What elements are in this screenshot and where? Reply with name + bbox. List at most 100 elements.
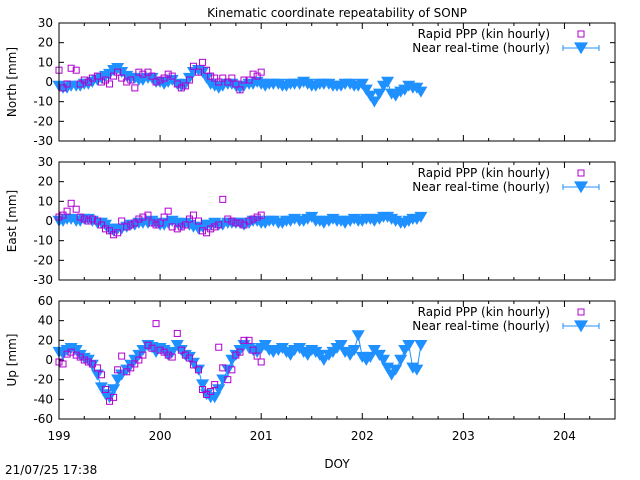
rapid-point	[106, 397, 114, 405]
rapid-point	[88, 360, 96, 368]
legend-nrt-marker	[574, 320, 588, 333]
rapid-point	[97, 371, 105, 379]
rapid-point	[181, 82, 189, 90]
rapid-point	[110, 393, 118, 401]
nrt-point	[359, 84, 373, 96]
rapid-point	[63, 80, 71, 88]
nrt-point	[196, 379, 210, 391]
rapid-point	[195, 366, 203, 374]
nrt-point	[334, 340, 348, 352]
y-tick-label: 20	[38, 333, 53, 347]
rapid-point	[257, 68, 265, 76]
ylabel-north: North [mm]	[5, 47, 19, 117]
rapid-point	[168, 223, 176, 231]
rapid-point	[131, 219, 139, 227]
rapid-point	[211, 223, 219, 231]
rapid-point	[203, 229, 211, 237]
rapid-point	[203, 66, 211, 74]
rapid-point	[67, 64, 75, 72]
ylabel-east: East [mm]	[5, 190, 19, 252]
nrt-point	[410, 364, 424, 376]
rapid-point	[97, 221, 105, 229]
plot-frame-north	[58, 22, 616, 142]
nrt-point	[196, 66, 210, 79]
rapid-point	[127, 364, 135, 372]
panel-up: Up [mm] -60 -40 -20 0 20 40 60 Rapid PPP (kin …	[5, 294, 616, 426]
x-tick-label: 202	[351, 429, 374, 443]
nrt-point	[212, 384, 226, 396]
nrt-point	[402, 340, 416, 352]
rapid-point	[106, 80, 114, 88]
rapid-point	[168, 353, 176, 361]
rapid-point	[219, 364, 227, 372]
data-east	[52, 195, 428, 239]
rapid-point	[139, 213, 147, 221]
data-up	[52, 320, 428, 405]
y-tick-label: 20	[38, 36, 53, 50]
rapid-point	[257, 211, 265, 219]
plot-frame-east	[58, 161, 616, 281]
rapid-point	[245, 76, 253, 84]
rapid-point	[59, 211, 67, 219]
rapid-point	[102, 386, 110, 393]
rapid-point	[245, 217, 253, 225]
rapid-point	[195, 68, 203, 76]
rapid-point	[114, 366, 122, 374]
legend-nrt-east: Near real-time (hourly)	[412, 180, 550, 194]
rapid-point	[123, 78, 131, 86]
legend-rapid-east: Rapid PPP (kin hourly)	[418, 166, 550, 180]
rapid-point	[144, 211, 152, 219]
legend-rapid-north: Rapid PPP (kin hourly)	[418, 27, 550, 41]
rapid-point	[236, 86, 244, 94]
rapid-point	[139, 70, 147, 78]
rapid-point	[97, 78, 105, 86]
y-tick-label: -20	[33, 114, 53, 128]
rapid-point	[199, 58, 207, 66]
y-tick-label: 0	[45, 75, 53, 89]
legend-nrt-marker	[574, 181, 588, 194]
nrt-point	[363, 90, 377, 102]
ticks-north: -30 -20 -10 0 10 20 30	[33, 16, 616, 148]
nrt-point	[186, 357, 200, 369]
nrt-point	[221, 364, 235, 376]
nrt-point	[165, 346, 179, 358]
rapid-point	[118, 74, 126, 82]
rapid-point	[118, 352, 126, 360]
rapid-point	[228, 217, 236, 225]
rapid-point	[135, 215, 143, 223]
rapid-point	[173, 329, 181, 337]
legend-rapid-marker	[577, 308, 585, 316]
rapid-point	[72, 205, 80, 213]
rapid-point	[185, 215, 193, 223]
y-tick-label: -10	[33, 95, 53, 109]
rapid-point	[152, 221, 160, 229]
rapid-point	[106, 227, 114, 235]
rapid-point	[63, 207, 71, 215]
x-axis-label: DOY	[324, 457, 350, 471]
y-tick-label: -20	[33, 373, 53, 387]
nrt-point	[90, 369, 104, 381]
rapid-point	[148, 72, 156, 80]
rapid-point	[59, 360, 67, 368]
rapid-point	[139, 351, 147, 359]
rapid-point	[102, 76, 110, 84]
rapid-point	[110, 72, 118, 80]
rapid-point	[80, 76, 88, 84]
rapid-point	[199, 386, 207, 393]
rapid-point	[253, 72, 261, 80]
rapid-point	[215, 221, 223, 229]
y-tick-label: -20	[33, 253, 53, 267]
y-tick-label: 30	[38, 155, 53, 169]
rapid-point	[185, 76, 193, 84]
rapid-point	[215, 343, 223, 351]
y-tick-label: -30	[33, 273, 53, 287]
rapid-point	[123, 368, 131, 376]
rapid-point	[207, 387, 215, 395]
rapid-point	[72, 66, 80, 74]
rapid-point	[80, 215, 88, 223]
legend-nrt-up: Near real-time (hourly)	[412, 319, 550, 333]
legend-marks-north	[562, 30, 600, 55]
panel-north: North [mm] -30 -20 -10 0 10 20 30 Rapid PPP (k…	[5, 16, 616, 148]
rapid-point	[215, 78, 223, 86]
